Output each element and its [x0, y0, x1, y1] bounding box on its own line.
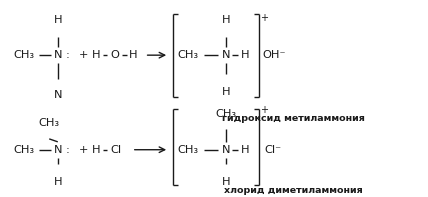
- Text: N: N: [222, 50, 230, 60]
- Text: CH₃: CH₃: [178, 145, 199, 155]
- Text: Cl: Cl: [110, 145, 121, 155]
- Text: H: H: [222, 87, 230, 97]
- Text: CH₃: CH₃: [13, 145, 34, 155]
- Text: N: N: [54, 50, 62, 60]
- Text: +: +: [79, 145, 88, 155]
- Text: H: H: [92, 145, 101, 155]
- Text: хлорид диметиламмония: хлорид диметиламмония: [224, 186, 363, 195]
- Text: H: H: [241, 145, 249, 155]
- Text: H: H: [54, 15, 62, 25]
- Text: :: :: [65, 145, 70, 155]
- Text: N: N: [54, 90, 62, 99]
- Text: :: :: [65, 50, 70, 60]
- Text: N: N: [222, 145, 230, 155]
- Text: OH⁻: OH⁻: [262, 50, 285, 60]
- Text: O: O: [110, 50, 119, 60]
- Text: H: H: [241, 50, 249, 60]
- Text: CH₃: CH₃: [13, 50, 34, 60]
- Text: +: +: [261, 105, 268, 115]
- Text: +: +: [79, 50, 88, 60]
- Text: +: +: [261, 13, 268, 23]
- Text: CH₃: CH₃: [39, 118, 60, 128]
- Text: H: H: [222, 15, 230, 25]
- Text: H: H: [222, 177, 230, 187]
- Text: H: H: [92, 50, 101, 60]
- Text: CH₃: CH₃: [178, 50, 199, 60]
- Text: N: N: [54, 145, 62, 155]
- Text: гидроксид метиламмония: гидроксид метиламмония: [222, 114, 365, 123]
- Text: H: H: [129, 50, 138, 60]
- Text: Cl⁻: Cl⁻: [265, 145, 282, 155]
- Text: CH₃: CH₃: [215, 109, 237, 119]
- Text: H: H: [54, 177, 62, 187]
